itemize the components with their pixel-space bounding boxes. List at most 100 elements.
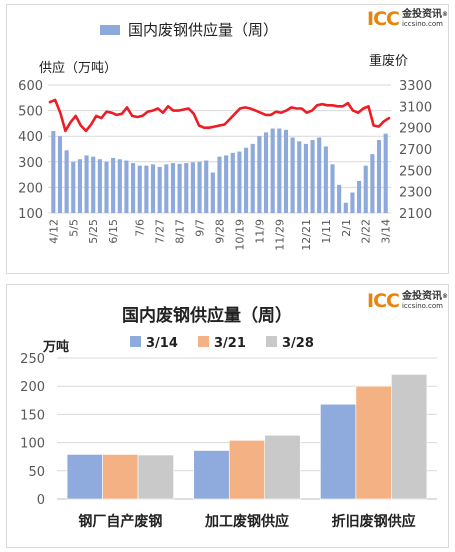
y-axis-title-left: 供应（万吨） [39,60,117,76]
legend-label-supply: 国内废钢供应量（周） [128,21,278,39]
supply-bar [177,163,182,213]
supply-bar [263,132,269,213]
supply-bar [363,165,368,213]
supply-price-combo-chart: 国内废钢供应量（周） 供应（万吨） 重废价 100 200 300 400 500 600 210… [18,21,432,251]
x-tick-label: 8/17 [174,219,187,244]
supply-bar [283,129,289,213]
heavy-scrap-price-line [48,98,391,133]
legend-label-3-14: 3/14 [146,336,178,351]
x-tick-label: 11/29 [273,219,286,251]
y-tick-50: 50 [28,465,45,480]
category-label: 折旧废钢供应 [332,513,416,530]
legend-swatch-3-28 [266,336,277,347]
y-tick-200: 200 [20,380,45,395]
supply-bar [270,128,275,213]
supply-bar [224,155,229,213]
y-tick-left-400: 400 [18,130,43,145]
legend-swatch-3-14 [130,336,141,347]
x-tick-label: 3/14 [380,219,393,244]
y-tick-right-3300: 3300 [399,79,432,94]
supply-bar [184,163,189,213]
x-tick-label: 5/25 [87,219,100,244]
logo-chinese-name: 金投资讯 [401,9,442,20]
supply-bar [244,147,249,213]
x-tick-label: 7/6 [134,219,147,237]
bar-3-28 [391,374,428,500]
y-tick-0: 0 [37,493,45,508]
supply-bar [383,133,388,213]
supply-bar [51,131,56,213]
bar-3-21 [228,440,266,500]
supply-bar [197,161,202,213]
supply-bar [210,172,215,213]
logo-registered-mark-2: ® [441,293,448,300]
supply-bar [117,159,122,213]
logo-chinese-name-2: 金投资讯 [401,291,442,302]
bar-3-28 [264,434,301,500]
supply-breakdown-bar-chart: 国内废钢供应量（周） 万吨 3/14 3/21 3/28 0 50 100 150 200 250 钢… [20,305,437,530]
category-label: 钢厂自产废钢 [78,513,162,530]
bar-3-21 [355,385,392,500]
y-tick-right-2300: 2300 [399,186,432,201]
legend-swatch-supply [100,25,120,35]
supply-bar [257,136,262,213]
supply-bar [150,164,156,213]
supply-bar [376,140,382,213]
supply-bar [71,161,76,213]
y-tick-left-600: 600 [18,79,43,94]
logo-registered-mark: ® [441,11,448,18]
category-label: 加工废钢供应 [204,513,289,530]
x-tick-label: 1/11 [320,219,333,244]
x-tick-label: 5/5 [67,219,80,237]
y-axis-title-right: 重废价 [369,53,408,69]
x-tick-label: 10/19 [233,219,246,251]
legend-label-3-28: 3/28 [282,336,314,351]
supply-bar [164,164,169,213]
supply-bar [217,156,222,213]
supply-bar [84,155,89,213]
icc-logo: ICC 金投资讯® iccsino.com [367,9,448,29]
supply-bar [350,192,355,213]
bar-3-14 [66,454,103,500]
y-tick-250: 250 [20,352,45,367]
y-tick-left-500: 500 [18,105,43,120]
x-tick-label: 4/12 [47,219,60,244]
supply-bar [131,163,136,213]
supply-bar [111,157,116,213]
supply-bar [290,137,295,213]
y-tick-150: 150 [20,408,45,423]
supply-bar [303,143,308,213]
supply-bar [277,128,282,213]
supply-bar [330,164,335,213]
logo-mark: ICC [367,8,400,30]
x-tick-label: 11/9 [253,219,266,244]
weekly-supply-price-chart-panel: 国内废钢供应量（周） 供应（万吨） 重废价 100 200 300 400 500 600 210… [6,4,449,274]
supply-bar [250,143,255,213]
supply-bar [77,159,82,213]
supply-bar [104,161,109,213]
x-tick-label: 7/27 [154,219,167,244]
x-tick-label: 9/7 [194,219,207,237]
supply-bar [170,163,176,213]
supply-bar [343,202,348,213]
supply-bar [230,152,235,213]
legend-label-3-21: 3/21 [214,336,246,351]
supply-bar [317,137,322,213]
chart-title: 国内废钢供应量（周） [122,305,292,326]
bar-3-14 [320,403,357,500]
supply-bar [97,159,102,213]
x-tick-label: 9/28 [214,219,227,244]
x-tick-label: 12/21 [300,219,313,251]
supply-bar [337,184,342,213]
bar-3-14 [193,450,230,500]
x-tick-label: 2/1 [340,219,353,237]
supply-bar [370,154,375,213]
y-tick-right-2500: 2500 [399,164,432,179]
y-axis-unit-label: 万吨 [42,339,69,355]
supply-bar [64,150,69,213]
supply-bar [91,156,96,213]
y-tick-right-2100: 2100 [399,207,432,222]
supply-bar [144,165,149,213]
x-tick-label: 2/22 [360,219,373,244]
supply-bar [323,146,328,213]
